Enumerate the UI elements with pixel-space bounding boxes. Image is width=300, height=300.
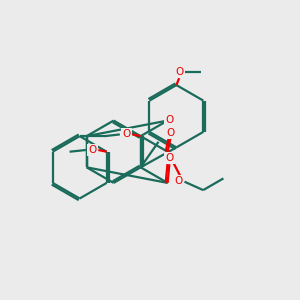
- Text: O: O: [175, 67, 183, 77]
- Text: O: O: [174, 176, 182, 186]
- Text: O: O: [88, 145, 96, 155]
- Text: O: O: [165, 153, 173, 163]
- Text: O: O: [122, 129, 130, 140]
- Text: O: O: [165, 115, 173, 125]
- Text: O: O: [166, 128, 175, 138]
